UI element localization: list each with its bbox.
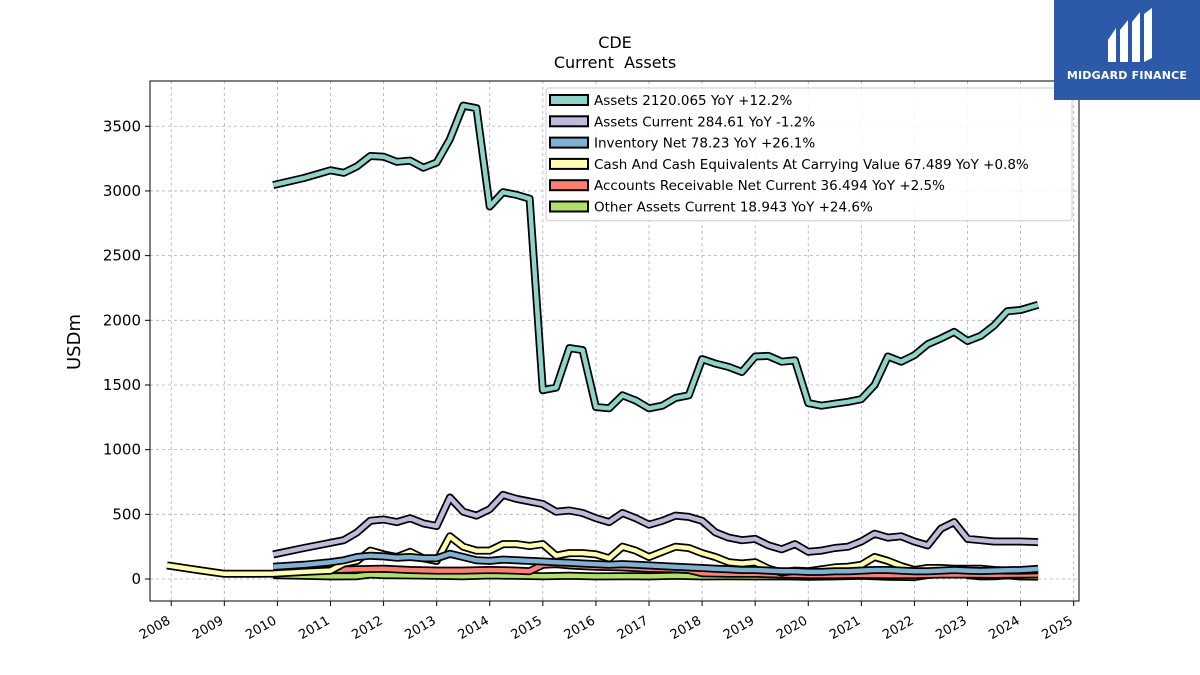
x-tick-label: 2013 <box>403 613 439 643</box>
legend-label: Inventory Net 78.23 YoY +26.1% <box>594 136 815 152</box>
logo-mark-icon <box>1108 8 1152 62</box>
series-line <box>272 103 1039 411</box>
x-tick-label: 2008 <box>137 613 173 643</box>
x-tick-label: 2025 <box>1040 613 1076 643</box>
x-tick-label: 2020 <box>774 613 810 643</box>
legend-item: Inventory Net 78.23 YoY +26.1% <box>549 136 815 152</box>
series-assets-current <box>272 490 1039 559</box>
legend-swatch <box>549 200 589 213</box>
brand-logo: MIDGARD FINANCE <box>1054 0 1200 100</box>
x-tick-label: 2009 <box>190 613 226 643</box>
legend-label: Cash And Cash Equivalents At Carrying Va… <box>594 157 1029 173</box>
series-line <box>272 492 1039 557</box>
y-tick-label: 500 <box>112 505 141 523</box>
legend-item: Assets Current 284.61 YoY -1.2% <box>549 114 815 130</box>
series-assets <box>272 101 1040 413</box>
y-axis-label: USDm <box>64 314 85 370</box>
y-tick-label: 1500 <box>103 376 141 394</box>
legend-swatch <box>549 115 589 128</box>
legend-label: Other Assets Current 18.943 YoY +24.6% <box>594 200 873 216</box>
legend-item: Other Assets Current 18.943 YoY +24.6% <box>549 200 873 216</box>
x-tick-label: 2014 <box>456 613 492 643</box>
x-tick-label: 2024 <box>986 613 1022 643</box>
x-tick-label: 2016 <box>562 613 598 643</box>
x-tick-label: 2015 <box>509 613 545 643</box>
y-tick-label: 0 <box>131 570 141 588</box>
x-tick-label: 2018 <box>668 613 704 643</box>
x-tick-label: 2019 <box>721 613 757 643</box>
legend: Assets 2120.065 YoY +12.2% Assets Current… <box>545 87 1073 222</box>
legend-swatch <box>549 94 589 106</box>
x-tick-label: 2022 <box>880 613 916 643</box>
chart-subtitle: Current Assets <box>554 53 676 72</box>
legend-swatch <box>549 157 589 170</box>
y-tick-label: 3500 <box>103 117 141 135</box>
legend-item: Accounts Receivable Net Current 36.494 Y… <box>549 178 945 194</box>
x-tick-label: 2011 <box>296 613 332 643</box>
legend-item: Cash And Cash Equivalents At Carrying Va… <box>549 157 1029 173</box>
x-tick-label: 2023 <box>933 613 969 643</box>
legend-label: Assets Current 284.61 YoY -1.2% <box>594 114 815 130</box>
x-tick-label: 2021 <box>827 613 863 643</box>
legend-swatch <box>549 179 589 192</box>
x-tick-label: 2017 <box>615 613 651 643</box>
y-tick-label: 1000 <box>103 441 141 459</box>
x-tick-label: 2010 <box>243 613 279 643</box>
legend-box <box>545 87 1073 222</box>
x-tick-label: 2012 <box>349 613 385 643</box>
chart-title: CDE <box>598 33 632 52</box>
legend-label: Accounts Receivable Net Current 36.494 Y… <box>594 178 945 194</box>
plot-area-frame <box>149 80 1080 602</box>
y-tick-label: 2500 <box>103 247 141 265</box>
legend-label: Assets 2120.065 YoY +12.2% <box>594 93 793 109</box>
series-inventory-net <box>272 549 1039 576</box>
legend-item: Assets 2120.065 YoY +12.2% <box>549 93 793 109</box>
series-line <box>273 551 1039 575</box>
y-tick-label: 3000 <box>103 182 141 200</box>
logo-text: MIDGARD FINANCE <box>1066 69 1188 82</box>
series-lines <box>166 101 1040 582</box>
y-tick-label: 2000 <box>103 311 141 329</box>
legend-swatch <box>549 136 589 149</box>
